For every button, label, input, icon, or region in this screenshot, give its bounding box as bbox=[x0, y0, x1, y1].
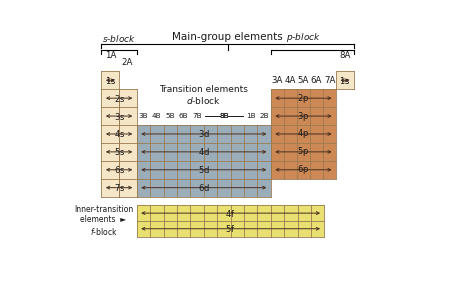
Text: $p$-block: $p$-block bbox=[286, 31, 321, 44]
Text: $\mathit{3}$s: $\mathit{3}$s bbox=[113, 111, 125, 122]
Text: $s$-block: $s$-block bbox=[102, 32, 136, 44]
Text: $\mathit{4}$p: $\mathit{4}$p bbox=[297, 128, 310, 140]
Text: $\mathit{2}$s: $\mathit{2}$s bbox=[113, 93, 125, 104]
Text: 2B: 2B bbox=[259, 113, 269, 119]
Text: 4A: 4A bbox=[285, 76, 296, 85]
Bar bbox=[137, 205, 325, 237]
Text: $\mathit{6}$d: $\mathit{6}$d bbox=[198, 182, 210, 193]
Text: 1A: 1A bbox=[105, 51, 116, 60]
Text: 2A: 2A bbox=[121, 58, 132, 67]
Text: $\mathit{5}$d: $\mathit{5}$d bbox=[198, 164, 210, 175]
Text: $\mathit{2}$p: $\mathit{2}$p bbox=[297, 92, 310, 105]
Text: Inner-transition
elements  ►
$f$-block: Inner-transition elements ► $f$-block bbox=[74, 205, 133, 237]
Text: 6A: 6A bbox=[311, 76, 322, 85]
Text: $\mathit{1}$s: $\mathit{1}$s bbox=[339, 75, 350, 86]
Text: 4B: 4B bbox=[152, 113, 162, 119]
Text: $\mathit{1}$s: $\mathit{1}$s bbox=[105, 75, 116, 86]
Text: 5A: 5A bbox=[298, 76, 309, 85]
Text: Main-group elements: Main-group elements bbox=[172, 32, 283, 42]
Text: 8B: 8B bbox=[219, 113, 229, 119]
Text: $\mathit{4}$f: $\mathit{4}$f bbox=[226, 208, 236, 219]
Text: 1B: 1B bbox=[246, 113, 255, 119]
Text: $\mathit{6}$p: $\mathit{6}$p bbox=[297, 163, 310, 176]
Text: 3B: 3B bbox=[139, 113, 148, 119]
Text: 3A: 3A bbox=[272, 76, 283, 85]
Text: 8B: 8B bbox=[219, 113, 229, 119]
Text: $\mathit{4}$s: $\mathit{4}$s bbox=[113, 128, 125, 139]
Bar bbox=[336, 71, 354, 89]
Text: 7B: 7B bbox=[192, 113, 202, 119]
Text: $\mathit{3}$p: $\mathit{3}$p bbox=[297, 110, 310, 122]
Bar bbox=[119, 89, 137, 197]
Bar bbox=[271, 89, 336, 179]
Text: 5B: 5B bbox=[165, 113, 175, 119]
Text: 8A: 8A bbox=[339, 51, 351, 60]
Text: $\mathit{3}$d: $\mathit{3}$d bbox=[198, 128, 210, 139]
Text: $\mathit{5}$p: $\mathit{5}$p bbox=[297, 145, 310, 158]
Text: $\mathit{5}$f: $\mathit{5}$f bbox=[226, 223, 236, 234]
Text: $\mathit{4}$d: $\mathit{4}$d bbox=[198, 146, 210, 157]
Text: 7A: 7A bbox=[324, 76, 335, 85]
Text: 6B: 6B bbox=[179, 113, 189, 119]
Text: $\mathit{5}$s: $\mathit{5}$s bbox=[113, 146, 125, 157]
Bar bbox=[137, 125, 271, 197]
Text: $\mathit{7}$s: $\mathit{7}$s bbox=[113, 182, 125, 193]
Text: $\mathit{6}$s: $\mathit{6}$s bbox=[113, 164, 125, 175]
Bar bbox=[101, 71, 119, 197]
Text: Transition elements
$d$-block: Transition elements $d$-block bbox=[159, 85, 248, 106]
